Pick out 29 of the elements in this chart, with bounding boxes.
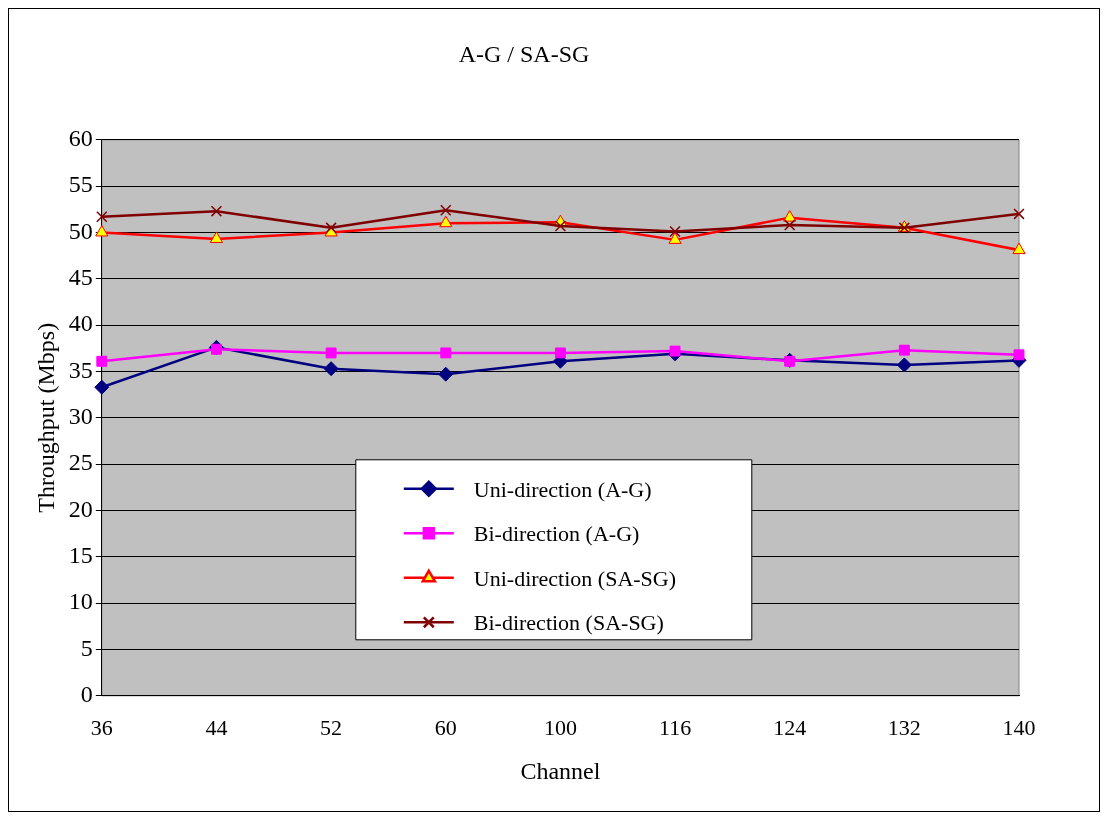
y-tick-label: 40 (68, 310, 93, 337)
legend-label: Uni-direction (A-G) (473, 476, 652, 502)
legend-label: Bi-direction (A-G) (473, 521, 640, 547)
x-tick-label: 132 (887, 714, 921, 740)
y-tick-label: 60 (68, 125, 93, 152)
x-axis-title: Channel (520, 757, 601, 784)
chart-title: A-G / SA-SG (458, 40, 590, 67)
y-tick-label: 55 (68, 171, 93, 198)
y-tick-label: 15 (68, 542, 93, 569)
legend-label: Uni-direction (SA-SG) (473, 565, 677, 591)
y-tick-label: 20 (68, 495, 93, 522)
y-tick-label: 0 (80, 681, 93, 708)
x-tick-label: 60 (434, 714, 457, 740)
y-tick-label: 30 (68, 403, 93, 430)
x-tick-label: 116 (658, 714, 692, 740)
y-tick-label: 50 (68, 217, 93, 244)
x-tick-label: 52 (320, 714, 343, 740)
y-tick-label: 25 (68, 449, 93, 476)
y-tick-label: 35 (68, 356, 93, 383)
legend-label: Bi-direction (SA-SG) (473, 610, 664, 636)
y-tick-label: 10 (68, 588, 93, 615)
y-tick-label: 5 (80, 634, 93, 661)
y-axis-title: Throughput (Mbps) (32, 322, 59, 513)
x-tick-label: 124 (773, 714, 807, 740)
x-tick-label: 44 (205, 714, 228, 740)
y-tick-label: 45 (68, 264, 93, 291)
x-tick-label: 36 (90, 714, 113, 740)
x-tick-label: 100 (543, 714, 577, 740)
x-tick-label: 140 (1002, 714, 1036, 740)
